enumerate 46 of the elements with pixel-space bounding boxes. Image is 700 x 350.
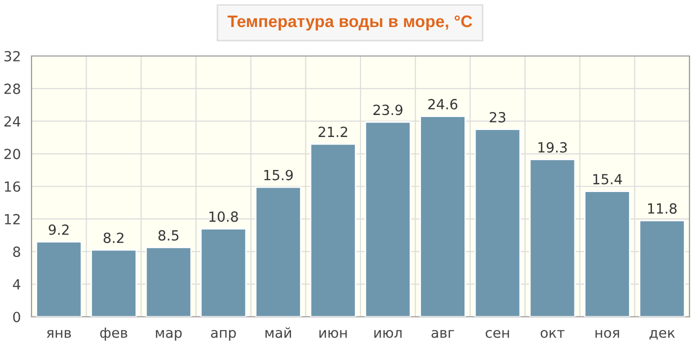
data-label: 21.2 — [318, 126, 348, 137]
bar — [584, 190, 630, 317]
x-tick-label: фев — [100, 328, 128, 341]
y-tick-label: 12 — [4, 214, 20, 224]
bar — [145, 246, 192, 317]
bar — [200, 228, 247, 317]
bar — [36, 241, 82, 317]
data-label: 8.5 — [158, 230, 178, 241]
x-tick-label: мар — [156, 330, 182, 341]
y-tick-label: 0 — [13, 312, 20, 322]
x-tick-label: апр — [211, 330, 236, 341]
data-label: 10.8 — [209, 211, 238, 222]
bar — [255, 186, 302, 317]
bar — [90, 249, 137, 317]
x-tick-label: окт — [540, 330, 564, 338]
y-tick-label: 4 — [12, 279, 20, 290]
bar — [364, 121, 412, 317]
x-tick-label: янв — [46, 330, 71, 338]
data-label: 23.9 — [373, 104, 402, 116]
data-label: 9.2 — [48, 224, 69, 235]
bar — [420, 116, 466, 317]
y-tick-label: 20 — [4, 148, 20, 160]
bar — [474, 128, 521, 317]
x-tick-label: май — [266, 327, 291, 338]
y-tick-label: 24 — [4, 116, 20, 126]
data-label: 15.4 — [593, 174, 622, 184]
bar — [638, 220, 686, 317]
data-label: 15.9 — [264, 170, 293, 180]
data-label: 11.8 — [648, 203, 677, 214]
y-tick-label: 8 — [13, 246, 20, 258]
x-tick-label: июл — [374, 330, 402, 338]
data-label: 24.6 — [428, 98, 458, 110]
data-label: 19.3 — [538, 142, 567, 153]
y-tick-label: 32 — [4, 50, 20, 62]
x-tick-label: июн — [319, 330, 347, 338]
x-tick-label: дек — [650, 330, 675, 340]
x-tick-label: ноя — [596, 330, 620, 338]
x-tick-label: сен — [486, 330, 509, 338]
y-tick-label: 16 — [4, 181, 20, 192]
chart-title: Температура воды в море, °C — [228, 15, 472, 31]
data-label: 23 — [490, 112, 506, 122]
x-tick-label: авг — [432, 330, 454, 338]
bar — [529, 158, 576, 317]
data-label: 8.2 — [104, 232, 124, 244]
y-tick-label: 28 — [4, 84, 20, 94]
bar — [310, 143, 356, 317]
